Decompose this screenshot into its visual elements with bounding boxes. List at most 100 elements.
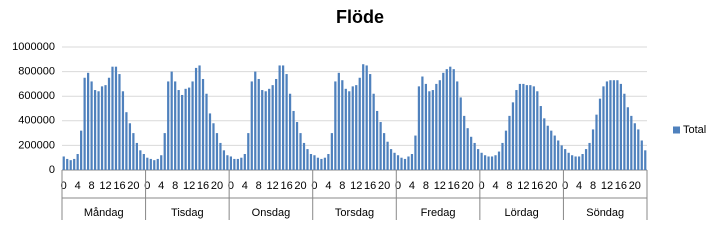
bar <box>564 149 567 170</box>
x-tick-label: 0 <box>228 180 234 192</box>
bar <box>66 158 69 170</box>
bar <box>365 65 368 170</box>
bar <box>278 65 281 170</box>
bar <box>87 72 90 170</box>
bar <box>316 157 320 170</box>
bar <box>550 130 553 170</box>
bar <box>334 81 337 170</box>
x-tick-label: 12 <box>601 180 613 192</box>
bar <box>504 130 508 170</box>
bar <box>285 74 288 170</box>
bar <box>191 81 194 170</box>
x-tick-label: 0 <box>562 180 568 192</box>
bar <box>174 81 177 170</box>
x-tick-label: 4 <box>242 180 248 192</box>
bar <box>379 122 382 170</box>
bar <box>107 77 111 170</box>
y-tick-label: 400000 <box>18 115 55 127</box>
bar <box>250 81 253 170</box>
bar <box>215 133 219 170</box>
bar <box>463 115 466 170</box>
page: Flöde 0 200000 400000 600000 800000 1000000 0 4… <box>12 6 707 220</box>
bar <box>282 65 285 170</box>
bar <box>201 78 205 170</box>
bar <box>177 90 180 170</box>
x-tick-label: 12 <box>434 180 446 192</box>
x-tick-label: 12 <box>350 180 362 192</box>
bar <box>80 130 83 170</box>
bar <box>187 87 191 170</box>
bar <box>459 97 462 170</box>
bar <box>588 142 591 170</box>
bar <box>62 156 65 170</box>
bar <box>560 145 563 170</box>
bar <box>389 149 393 170</box>
bar <box>351 86 354 170</box>
bar <box>539 106 542 170</box>
x-tick-label: 4 <box>492 180 498 192</box>
bar <box>612 80 616 170</box>
bar <box>125 112 128 170</box>
bar <box>184 88 187 170</box>
x-tick-label: 20 <box>629 180 641 192</box>
x-tick-label: 20 <box>294 180 306 192</box>
bar <box>362 64 365 170</box>
x-tick-label: 8 <box>590 180 596 192</box>
y-tick-label: 600000 <box>18 90 55 102</box>
bar <box>449 66 452 170</box>
bar <box>452 69 455 170</box>
bar <box>194 67 198 170</box>
x-tick-label: 8 <box>89 180 95 192</box>
bar <box>637 129 640 170</box>
bar <box>114 66 118 170</box>
bar <box>438 80 441 170</box>
bar <box>104 85 107 170</box>
bar <box>306 149 309 170</box>
bar <box>135 142 138 170</box>
bar <box>393 152 396 170</box>
bar <box>83 77 86 170</box>
bar <box>97 91 100 170</box>
bar <box>149 158 152 170</box>
bar <box>567 152 570 170</box>
bar <box>386 141 389 170</box>
bar <box>602 86 605 170</box>
bar <box>320 158 323 170</box>
x-tick-label: 16 <box>197 180 209 192</box>
bar <box>584 149 588 170</box>
x-tick-label: 4 <box>158 180 164 192</box>
bar <box>501 142 504 170</box>
bar <box>428 91 431 170</box>
bar <box>536 91 539 170</box>
bar <box>118 74 121 170</box>
bar <box>181 94 184 170</box>
bar <box>236 158 239 170</box>
bar <box>355 85 358 170</box>
bar <box>525 85 528 170</box>
bar <box>382 133 386 170</box>
bar <box>417 86 421 170</box>
bar <box>421 76 424 170</box>
bar <box>146 157 149 170</box>
x-tick-label: 0 <box>311 180 317 192</box>
bar <box>616 80 619 170</box>
x-tick-label: 16 <box>448 180 460 192</box>
bar <box>313 155 316 170</box>
x-tick-label: 4 <box>75 180 81 192</box>
bar <box>546 125 549 170</box>
x-tick-label: 8 <box>506 180 512 192</box>
bar <box>508 115 511 170</box>
bar <box>577 156 581 170</box>
bar <box>142 154 145 170</box>
bar <box>609 80 612 170</box>
bar <box>128 123 132 170</box>
bar <box>553 135 556 170</box>
bar <box>323 157 327 170</box>
bar <box>543 118 546 170</box>
bar <box>630 115 633 170</box>
x-tick-label: 4 <box>576 180 582 192</box>
bar <box>403 158 407 170</box>
x-tick-label: 16 <box>113 180 125 192</box>
bar <box>226 155 229 170</box>
